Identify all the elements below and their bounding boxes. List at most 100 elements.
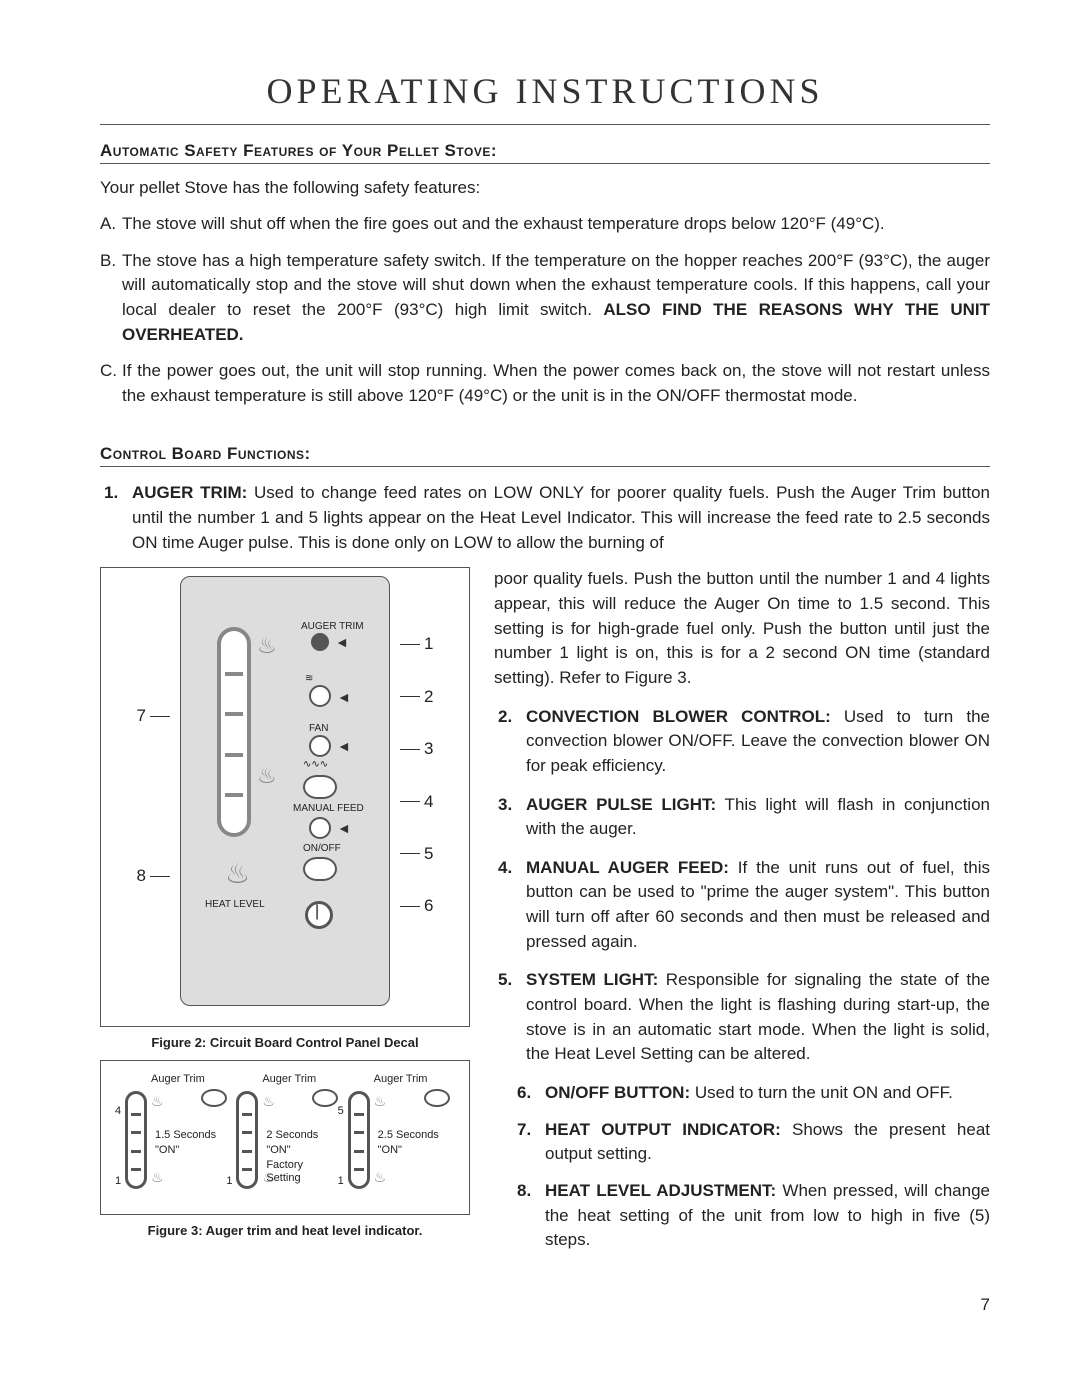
lead-label: SYSTEM LIGHT: <box>526 970 658 989</box>
heat-level-bar-icon <box>125 1091 147 1189</box>
list-marker: 3. <box>494 793 526 842</box>
callouts-left: 7 8 <box>137 576 170 1006</box>
auger-trim-setting: Auger Trim ♨ ♨ 1 2 Seconds "ON" Factory … <box>232 1069 337 1199</box>
list-marker: B. <box>100 249 122 348</box>
list-body: SYSTEM LIGHT: Responsible for signaling … <box>526 968 990 1067</box>
panel-decal: ♨ ♨ ♨ HEAT LEVEL AUGER TRIM ◄ ≋ ◄ FAN ◄ <box>180 576 390 1006</box>
heat-output-indicator <box>217 627 251 837</box>
list-marker: 2. <box>494 705 526 779</box>
control-item-1-top: 1. AUGER TRIM: Used to change feed rates… <box>100 481 990 555</box>
list-body: The stove will shut off when the fire go… <box>122 212 990 237</box>
control-item: 5.SYSTEM LIGHT: Responsible for signalin… <box>494 968 990 1067</box>
trim-button-icon <box>312 1089 338 1107</box>
callout-5: 5 <box>424 844 433 864</box>
list-body: The stove has a high temperature safety … <box>122 249 990 348</box>
control-item: 6.ON/OFF BUTTON: Used to turn the unit O… <box>513 1081 990 1106</box>
callout-2: 2 <box>424 687 433 707</box>
callouts-right: 1 2 3 4 5 6 <box>400 576 433 1006</box>
lead-label: AUGER TRIM: <box>132 483 247 502</box>
on-off-button-icon <box>303 857 337 881</box>
callout-8: 8 <box>137 866 146 886</box>
body-text: Used to change feed rates on LOW ONLY fo… <box>132 483 990 551</box>
auger-trim-setting: Auger Trim ♨ ♨ 5 1 2.5 Seconds "ON" <box>344 1069 449 1199</box>
page-number: 7 <box>100 1295 990 1315</box>
figure-2: 7 8 ♨ ♨ ♨ HEAT LEVEL <box>100 567 470 1027</box>
list-marker: C. <box>100 359 122 408</box>
flame-icon: ♨ <box>374 1093 387 1110</box>
control-panel-diagram: 7 8 ♨ ♨ ♨ HEAT LEVEL <box>121 576 449 1006</box>
safety-feature-item: B.The stove has a high temperature safet… <box>100 249 990 348</box>
list-body: ON/OFF BUTTON: Used to turn the unit ON … <box>545 1081 990 1106</box>
list-marker: 1. <box>100 481 132 555</box>
list-body: AUGER PULSE LIGHT: This light will flash… <box>526 793 990 842</box>
fan-label: FAN <box>309 723 328 734</box>
system-light-icon <box>309 817 331 839</box>
lead-label: MANUAL AUGER FEED: <box>526 858 729 877</box>
figure-2-caption: Figure 2: Circuit Board Control Panel De… <box>100 1035 470 1050</box>
on-off-label: ON/OFF <box>303 843 341 854</box>
title-rule <box>100 124 990 125</box>
lead-label: HEAT LEVEL ADJUSTMENT: <box>545 1181 776 1200</box>
callout-4: 4 <box>424 792 433 812</box>
list-body: If the power goes out, the unit will sto… <box>122 359 990 408</box>
list-body: AUGER TRIM: Used to change feed rates on… <box>132 481 990 555</box>
callout-6: 6 <box>424 896 433 916</box>
list-marker: 8. <box>513 1179 545 1253</box>
list-marker: 7. <box>513 1118 545 1167</box>
figure-3-caption: Figure 3: Auger trim and heat level indi… <box>100 1223 470 1238</box>
safety-feature-list: A.The stove will shut off when the fire … <box>100 212 990 408</box>
left-column: 7 8 ♨ ♨ ♨ HEAT LEVEL <box>100 567 470 1248</box>
trim-button-icon <box>201 1089 227 1107</box>
convection-blower-icon <box>309 685 331 707</box>
list-marker: A. <box>100 212 122 237</box>
right-column: poor quality fuels. Push the button unti… <box>494 567 990 1264</box>
flame-icon: ♨ <box>374 1169 387 1186</box>
two-column-region: 7 8 ♨ ♨ ♨ HEAT LEVEL <box>100 567 990 1264</box>
section-heading-safety: Automatic Safety Features of Your Pellet… <box>100 141 990 164</box>
control-item: 2.CONVECTION BLOWER CONTROL: Used to tur… <box>494 705 990 779</box>
list-body: CONVECTION BLOWER CONTROL: Used to turn … <box>526 705 990 779</box>
list-marker: 6. <box>513 1081 545 1106</box>
auger-trim-button-icon <box>311 633 329 651</box>
control-item: 7.HEAT OUTPUT INDICATOR: Shows the prese… <box>513 1118 990 1167</box>
auger-trim-settings: Auger Trim ♨ ♨ 4 1 1.5 Seconds "ON" Auge… <box>121 1069 449 1199</box>
figure-3: Auger Trim ♨ ♨ 4 1 1.5 Seconds "ON" Auge… <box>100 1060 470 1215</box>
list-body: HEAT OUTPUT INDICATOR: Shows the present… <box>545 1118 990 1167</box>
manual-feed-label: MANUAL FEED <box>293 803 364 814</box>
lead-label: CONVECTION BLOWER CONTROL: <box>526 707 831 726</box>
heat-level-label: HEAT LEVEL <box>205 899 265 910</box>
flame-icon: ♨ <box>257 763 277 789</box>
auger-pulse-light-icon <box>309 735 331 757</box>
flame-icon: ♨ <box>225 857 250 890</box>
control-items-6-8: 6.ON/OFF BUTTON: Used to turn the unit O… <box>513 1081 990 1265</box>
auger-trim-setting: Auger Trim ♨ ♨ 4 1 1.5 Seconds "ON" <box>121 1069 226 1199</box>
flame-icon: ♨ <box>257 633 277 659</box>
lead-label: AUGER PULSE LIGHT: <box>526 795 716 814</box>
safety-feature-item: A.The stove will shut off when the fire … <box>100 212 990 237</box>
intro-text: Your pellet Stove has the following safe… <box>100 178 990 198</box>
flame-icon: ♨ <box>151 1169 164 1186</box>
lead-label: ON/OFF BUTTON: <box>545 1083 690 1102</box>
bottom-row: 6.ON/OFF BUTTON: Used to turn the unit O… <box>494 1081 990 1265</box>
lead-label: HEAT OUTPUT INDICATOR: <box>545 1120 781 1139</box>
trim-button-icon <box>424 1089 450 1107</box>
control-item: 4.MANUAL AUGER FEED: If the unit runs ou… <box>494 856 990 955</box>
callout-1: 1 <box>424 634 433 654</box>
list-body: MANUAL AUGER FEED: If the unit runs out … <box>526 856 990 955</box>
heat-level-bar-icon <box>348 1091 370 1189</box>
list-marker: 5. <box>494 968 526 1067</box>
control-item: 8.HEAT LEVEL ADJUSTMENT: When pressed, w… <box>513 1179 990 1253</box>
flame-icon: ♨ <box>151 1093 164 1110</box>
callout-3: 3 <box>424 739 433 759</box>
callout-7: 7 <box>137 706 146 726</box>
manual-feed-button-icon <box>303 775 337 799</box>
document-page: Operating Instructions Automatic Safety … <box>0 0 1080 1355</box>
auger-trim-label: AUGER TRIM <box>301 621 364 632</box>
control-items-2-5: 2.CONVECTION BLOWER CONTROL: Used to tur… <box>494 705 990 1067</box>
body-text: Used to turn the unit ON and OFF. <box>690 1083 953 1102</box>
heat-level-bar-icon <box>236 1091 258 1189</box>
safety-feature-item: C.If the power goes out, the unit will s… <box>100 359 990 408</box>
control-item-1-continued: poor quality fuels. Push the button unti… <box>494 567 990 690</box>
control-item: 3.AUGER PULSE LIGHT: This light will fla… <box>494 793 990 842</box>
page-title: Operating Instructions <box>100 70 990 112</box>
